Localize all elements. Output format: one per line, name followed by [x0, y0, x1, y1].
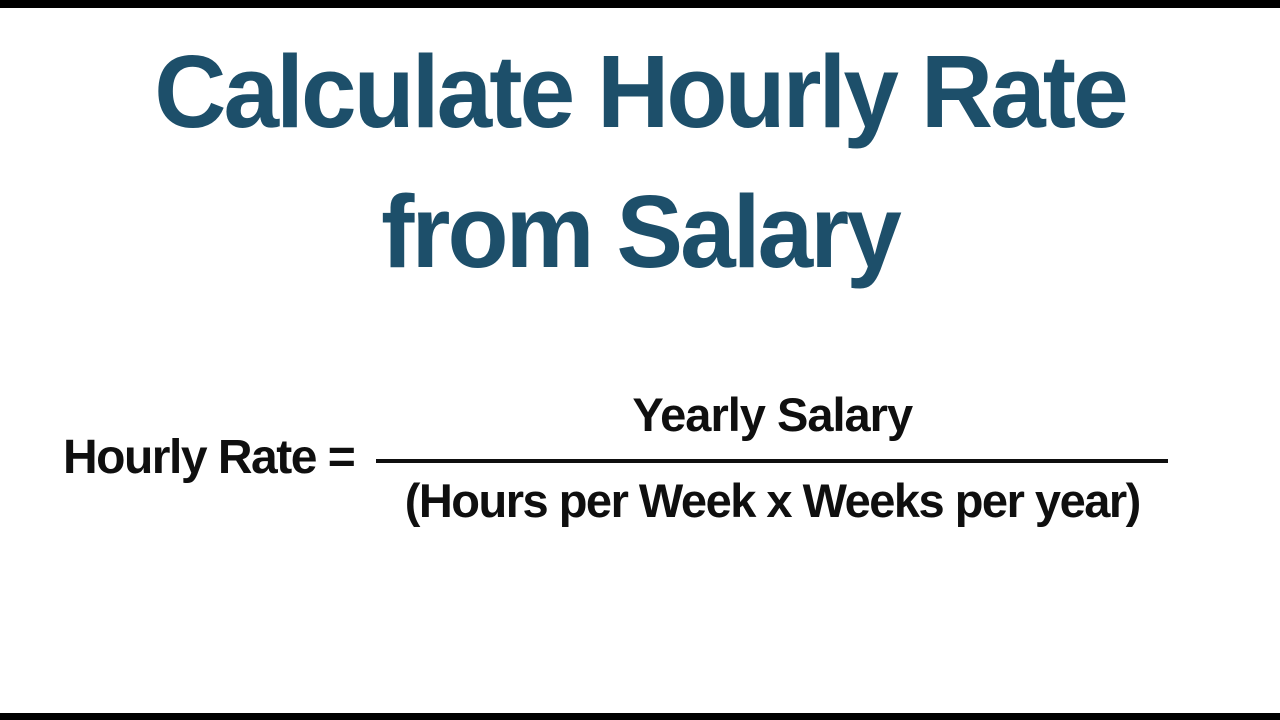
fraction-numerator: Yearly Salary — [632, 388, 913, 441]
page-title-line2: from Salary — [381, 174, 902, 289]
formula-fraction: Yearly Salary (Hours per Week x Weeks pe… — [376, 383, 1169, 531]
fraction-denominator: (Hours per Week x Weeks per year) — [404, 474, 1142, 527]
fraction-bar — [376, 459, 1169, 463]
page-title-line1: Calculate Hourly Rate — [154, 34, 1129, 149]
hourly-rate-formula: Hourly Rate = Yearly Salary (Hours per W… — [63, 383, 1169, 531]
bottom-letterbox-bar — [0, 713, 1280, 720]
top-letterbox-bar — [0, 0, 1280, 8]
page-title: Calculate Hourly Rate from Salary — [0, 22, 1280, 302]
formula-lhs: Hourly Rate = — [63, 430, 356, 484]
